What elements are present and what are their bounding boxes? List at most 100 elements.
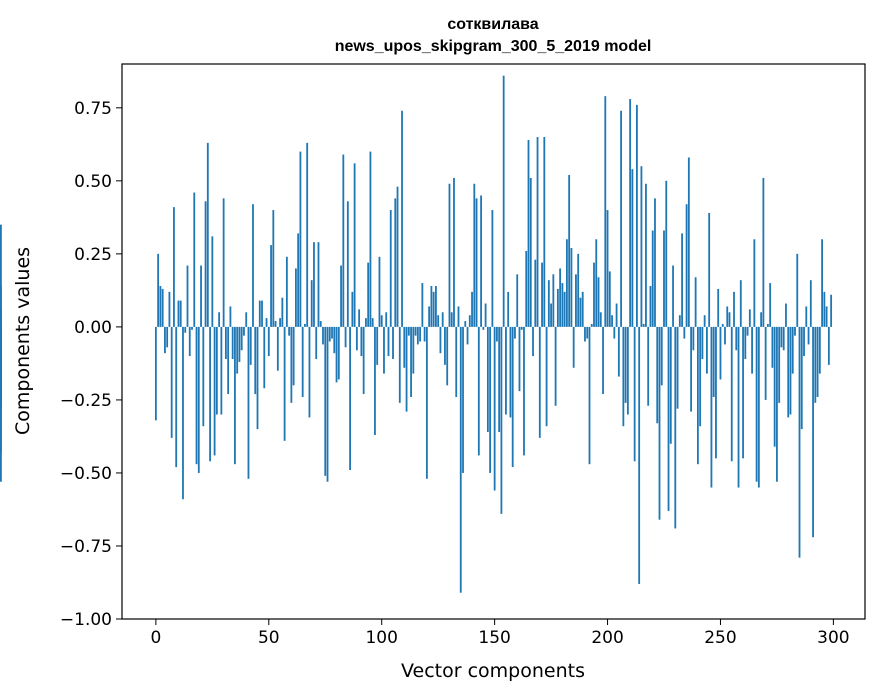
bar-28 xyxy=(218,312,221,327)
bar-5 xyxy=(166,326,169,348)
bar-27 xyxy=(215,326,218,415)
y-tick-label: 0.50 xyxy=(74,172,112,192)
bar-266 xyxy=(755,326,758,482)
bar-168 xyxy=(534,259,537,327)
x-tick-label: 150 xyxy=(478,628,510,648)
bar-19 xyxy=(197,326,200,473)
x-tick-label: 200 xyxy=(591,628,623,648)
bar-74 xyxy=(322,326,324,345)
bar-217 xyxy=(645,183,647,327)
bar-282 xyxy=(791,326,794,374)
bar-247 xyxy=(712,326,715,397)
bar-100 xyxy=(380,315,383,327)
bar-15 xyxy=(188,326,191,357)
bar-288 xyxy=(805,306,808,327)
bar-113 xyxy=(410,326,412,397)
bar-31 xyxy=(224,326,227,360)
bar-76 xyxy=(326,326,329,482)
bar-221 xyxy=(654,198,656,327)
bar-62 xyxy=(294,268,297,327)
bar-158 xyxy=(511,326,514,468)
bar-213 xyxy=(636,104,638,327)
bar-145 xyxy=(482,326,485,330)
bar-185 xyxy=(572,326,575,368)
bar-239 xyxy=(694,277,697,327)
bar-177 xyxy=(554,326,557,406)
bar-69 xyxy=(310,280,313,327)
bar-26 xyxy=(213,326,216,456)
bar-232 xyxy=(678,315,681,327)
bar-45 xyxy=(256,326,259,430)
bar-248 xyxy=(715,326,717,459)
bar-231 xyxy=(676,326,679,409)
bar-116 xyxy=(416,326,419,345)
bar-175 xyxy=(550,303,552,327)
bar-12 xyxy=(182,326,184,500)
bar-172 xyxy=(543,137,546,327)
bar-24 xyxy=(209,326,211,462)
bar-218 xyxy=(647,326,650,406)
bar-46 xyxy=(258,300,261,327)
bar-184 xyxy=(570,248,573,327)
x-tick-label: 300 xyxy=(817,628,849,648)
bar-180 xyxy=(561,283,564,327)
bar-264 xyxy=(751,326,753,374)
bar-281 xyxy=(789,326,792,415)
bar-222 xyxy=(656,326,659,424)
y-tick-label: −0.75 xyxy=(60,537,112,557)
bar-132 xyxy=(453,177,455,327)
bar-249 xyxy=(717,288,720,327)
bar-91 xyxy=(360,326,363,357)
bar-77 xyxy=(328,326,331,342)
bar-111 xyxy=(405,326,408,412)
bar-192 xyxy=(588,326,591,465)
bar-8 xyxy=(173,207,175,327)
bar-32 xyxy=(227,326,230,395)
bar-274 xyxy=(773,326,776,447)
bar-92 xyxy=(362,326,365,395)
bar-196 xyxy=(597,277,600,327)
bar-122 xyxy=(430,286,433,327)
bar-206 xyxy=(620,110,622,327)
bar-61 xyxy=(292,326,295,386)
bar-7 xyxy=(170,326,173,438)
bar-259 xyxy=(739,280,742,327)
bar-169 xyxy=(536,137,539,327)
bar-90 xyxy=(358,309,361,327)
bar-20 xyxy=(200,265,202,327)
bar-0 xyxy=(154,326,157,421)
bar-65 xyxy=(301,326,304,397)
bar-78 xyxy=(331,326,333,339)
bar-157 xyxy=(509,326,512,418)
bar-200 xyxy=(606,210,609,327)
bar-295 xyxy=(821,239,823,327)
bar-140 xyxy=(471,291,473,327)
bar-188 xyxy=(579,297,582,327)
bar-134 xyxy=(457,306,460,327)
bar-254 xyxy=(728,312,731,327)
x-tick-label: 100 xyxy=(365,628,397,648)
bar-193 xyxy=(590,323,593,327)
bar-242 xyxy=(701,326,704,360)
bar-257 xyxy=(735,326,738,351)
x-tick-label: 250 xyxy=(704,628,736,648)
bar-298 xyxy=(827,326,830,365)
bar-120 xyxy=(425,326,428,479)
bar-128 xyxy=(444,326,446,365)
bar-186 xyxy=(575,274,577,327)
bar-167 xyxy=(532,326,534,357)
bar-229 xyxy=(672,265,674,327)
bar-66 xyxy=(304,323,306,327)
bar-284 xyxy=(796,253,799,327)
bar-230 xyxy=(674,326,677,529)
y-tick-label: −1.00 xyxy=(60,610,112,630)
bar-112 xyxy=(407,326,410,336)
y-axis-label: Components values xyxy=(12,247,34,435)
bar-143 xyxy=(477,326,480,456)
bar-54 xyxy=(276,326,279,371)
bar-160 xyxy=(516,274,519,327)
bar-141 xyxy=(473,183,476,327)
bar-234 xyxy=(683,326,686,339)
bar-276 xyxy=(778,326,781,403)
